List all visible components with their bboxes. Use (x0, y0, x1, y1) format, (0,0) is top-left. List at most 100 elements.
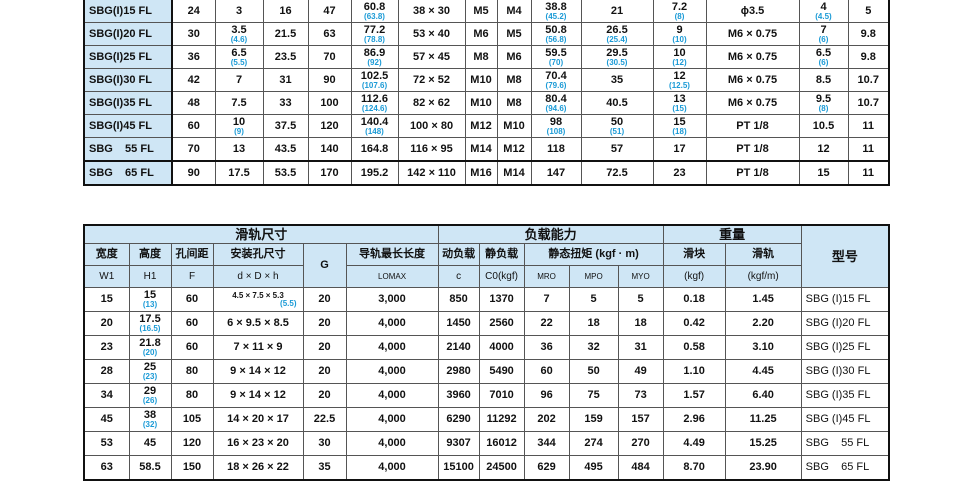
cell-value: 1450 (446, 317, 471, 329)
unit-dDh: d × D × h (212, 265, 304, 288)
cell-value: M10 (470, 73, 492, 86)
table-cell: 3.5 (4.6) (214, 22, 264, 46)
table-cell: 1.45 (724, 287, 802, 312)
cell-value: 53.5 (274, 166, 297, 179)
table-cell: 5490 (478, 359, 525, 384)
table-cell: 36 (523, 335, 570, 360)
table-cell: 80 (170, 359, 214, 384)
table-cell: 159 (568, 407, 619, 432)
table-cell: 33 (262, 91, 309, 115)
table-cell: 17.5 (214, 160, 264, 186)
group-weight: 重量 (662, 224, 802, 244)
cell-value: 60 (185, 341, 199, 353)
cell-value: 3 (235, 4, 243, 17)
cell-alt-value: (8) (674, 11, 685, 21)
table-cell: 35 (302, 455, 347, 481)
cell-value: 10.5 (812, 119, 835, 132)
table-cell: 24500 (478, 455, 525, 481)
cell-value: 90 (187, 166, 200, 179)
cell-value: 3,000 (378, 293, 406, 305)
table-cell: 3.10 (724, 335, 802, 360)
table-cell: 202 (523, 407, 570, 432)
cell-value: 20 (318, 365, 331, 377)
cell-value: PT 1/8 (736, 119, 769, 132)
table-cell: 4,000 (345, 383, 439, 408)
cell-value: 16 × 23 × 20 (227, 437, 289, 449)
cell-value: 50.8 (545, 23, 567, 36)
table-cell: 16 (262, 0, 309, 23)
cell-value: 170 (320, 166, 339, 179)
table-cell: 80 (170, 383, 214, 408)
table-cell: 112.6 (124.6) (350, 91, 399, 115)
table-cell: 9307 (437, 431, 480, 456)
table-cell: 4,000 (345, 407, 439, 432)
cell-value: 7 (820, 23, 827, 36)
header-block: 滑块 (662, 243, 726, 266)
cell-alt-value: (70) (548, 57, 564, 67)
table-row: 15 15 (13) 60 4.5 × 7.5 × 5.3 (5.5) 20 3,000 850… (83, 287, 890, 312)
cell-value: 11 (862, 166, 875, 179)
cell-value: 75 (587, 389, 600, 401)
table-cell: 21.5 (262, 22, 309, 46)
cell-value: 4,000 (378, 437, 406, 449)
table-cell: 170 (307, 160, 352, 186)
cell-alt-value: (108) (546, 126, 566, 136)
table-cell: 270 (617, 431, 664, 456)
cell-value: 9 × 14 × 12 (230, 389, 286, 401)
table-cell: 13 (15) (652, 91, 707, 115)
cell-alt-value: (56.8) (545, 34, 567, 44)
cell-value: 9307 (446, 437, 471, 449)
cell-value: M8 (473, 50, 489, 63)
cell-value: 5490 (489, 365, 514, 377)
cell-alt-value: (45.2) (545, 11, 567, 21)
table-cell: 90 (307, 68, 352, 92)
model-cell: SBG 65 FL (800, 455, 890, 481)
table-cell: 96 (523, 383, 570, 408)
cell-value: 100 (320, 96, 339, 109)
table-cell: 38.8 (45.2) (530, 0, 582, 23)
cell-value: 3960 (446, 389, 471, 401)
cell-value: 53 (100, 437, 113, 449)
cell-value: 17 (673, 142, 686, 155)
table-cell: M10 (496, 114, 532, 138)
cell-value: M5 (473, 4, 489, 17)
table-cell: 70.4 (79.6) (530, 68, 582, 92)
table-cell: 60.8 (63.8) (350, 0, 399, 23)
unit-f: F (170, 265, 214, 288)
cell-alt-value: (148) (365, 126, 384, 136)
cell-value: 102.5 (360, 69, 389, 82)
model-cell: SBG(I)35 FL (83, 91, 173, 115)
table-cell: 42 (171, 68, 216, 92)
model-cell: SBG (I)45 FL (800, 407, 890, 432)
cell-value: 96 (540, 389, 553, 401)
table-cell: 23.90 (724, 455, 802, 481)
cell-value: 36 (187, 50, 200, 63)
cell-value: 10 (673, 46, 686, 59)
cell-value: 164.8 (360, 142, 389, 155)
table-cell: M6 × 0.75 (705, 45, 800, 69)
model-cell: SBG 55 FL (83, 137, 173, 162)
table-cell: M10 (464, 91, 498, 115)
table-cell: 2.96 (662, 407, 726, 432)
table-row: SBG(I)15 FL 24 3 16 47 60.8 (63.8) 38 × 30 M5 M4 3… (83, 0, 890, 23)
cell-value: 25 (143, 361, 157, 373)
cell-value: 10 (232, 115, 246, 128)
cell-alt-value: (94.6) (545, 103, 567, 113)
cell-value: M6 × 0.75 (727, 96, 778, 109)
table-cell: 11 (847, 114, 890, 138)
cell-value: M10 (503, 119, 525, 132)
cell-value: PT 1/8 (736, 142, 769, 155)
cell-value: 57 × 45 (412, 50, 450, 63)
table-cell: 7 (214, 68, 264, 92)
cell-value: 38 (143, 409, 157, 421)
table-cell: 43.5 (262, 137, 309, 162)
model-cell: SBG(I)25 FL (83, 45, 173, 69)
cell-value: 23.90 (749, 461, 777, 473)
table-cell: 15 (83, 287, 130, 312)
table-cell: 50 (51) (580, 114, 654, 138)
unit-myo: MYO (617, 265, 664, 288)
table-cell: 195.2 (350, 160, 399, 186)
table-cell: 1450 (437, 311, 480, 336)
table-cell: 31 (617, 335, 664, 360)
table-cell: 8.70 (662, 455, 726, 481)
